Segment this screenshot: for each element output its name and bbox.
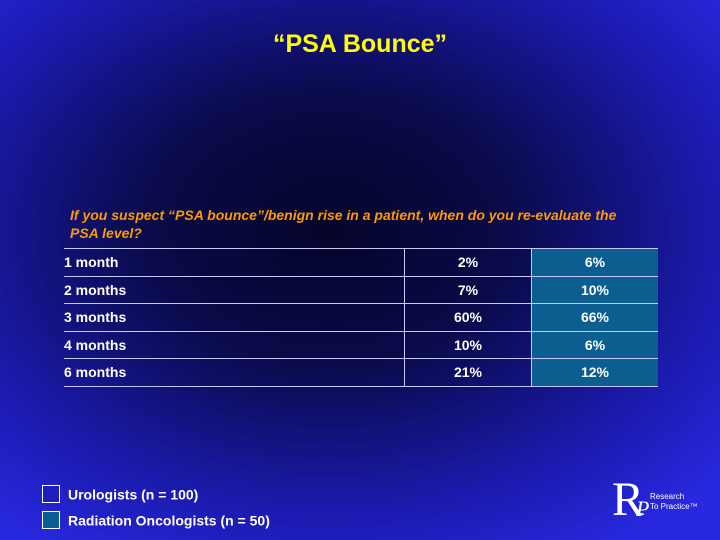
row-label: 1 month (64, 248, 405, 277)
table-row: 2 months 7% 10% (64, 276, 658, 304)
legend-urologists: Urologists (n = 100) (42, 485, 199, 504)
urologists-value: 7% (404, 276, 532, 304)
legend-radiation-oncologists: Radiation Oncologists (n = 50) (42, 511, 270, 530)
row-label: 6 months (64, 358, 405, 387)
urologists-value: 60% (404, 303, 532, 332)
slide-title: “PSA Bounce” (272, 30, 448, 58)
urologists-swatch (42, 485, 60, 504)
legend-urologists-label: Urologists (n = 100) (68, 486, 199, 503)
urologists-value: 21% (404, 358, 532, 387)
table-row: 4 months 10% 6% (64, 331, 658, 359)
survey-question: If you suspect “PSA bounce”/benign rise … (70, 207, 617, 241)
radiation-oncologists-swatch (42, 511, 60, 530)
research-to-practice-logo: R P Research To Practice™ (612, 473, 712, 528)
urologists-value: 2% (404, 248, 532, 277)
row-label: 2 months (64, 276, 405, 304)
results-table: 1 month 2% 6% 2 months 7% 10% 3 months 6… (64, 248, 658, 387)
radiation-oncologists-value: 6% (531, 331, 658, 359)
logo-text: Research To Practice™ (650, 492, 698, 512)
radiation-oncologists-value: 66% (531, 303, 658, 332)
table-row: 1 month 2% 6% (64, 248, 658, 277)
logo-line-2: To Practice™ (650, 502, 698, 511)
table-row: 3 months 60% 66% (64, 303, 658, 332)
logo-letter-p: P (636, 496, 650, 521)
table-row: 6 months 21% 12% (64, 358, 658, 387)
urologists-value: 10% (404, 331, 532, 359)
logo-line-1: Research (650, 492, 685, 501)
radiation-oncologists-value: 10% (531, 276, 658, 304)
row-label: 3 months (64, 303, 405, 332)
row-label: 4 months (64, 331, 405, 359)
radiation-oncologists-value: 12% (531, 358, 658, 387)
logo-letter-r: R (612, 473, 645, 526)
legend-radiation-label: Radiation Oncologists (n = 50) (68, 512, 270, 529)
radiation-oncologists-value: 6% (531, 248, 658, 277)
